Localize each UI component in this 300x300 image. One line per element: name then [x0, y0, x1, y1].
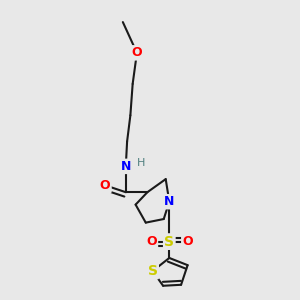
- Text: O: O: [182, 235, 193, 248]
- Text: N: N: [121, 160, 131, 173]
- Text: S: S: [164, 235, 174, 249]
- Text: S: S: [148, 264, 158, 278]
- Text: H: H: [137, 158, 146, 168]
- Text: O: O: [100, 179, 110, 192]
- Text: O: O: [146, 235, 157, 248]
- Text: N: N: [164, 195, 175, 208]
- Text: O: O: [132, 46, 142, 59]
